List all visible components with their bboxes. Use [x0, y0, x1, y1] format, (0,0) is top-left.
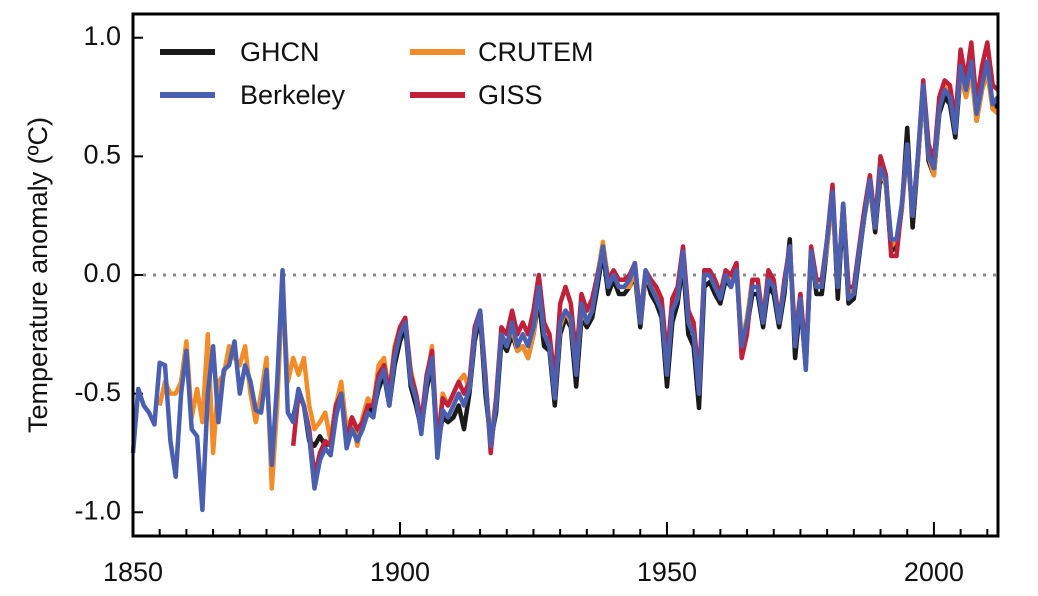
y-tick-label: -1.0 — [74, 495, 121, 525]
y-tick-label: 0.0 — [83, 258, 121, 288]
series-line — [130, 59, 1000, 513]
x-tick-label: 1900 — [370, 557, 430, 587]
y-tick-label: -0.5 — [74, 377, 121, 407]
plot-frame — [131, 12, 1000, 538]
legend-label: GHCN — [240, 37, 320, 67]
legend-label: GISS — [478, 80, 543, 110]
legend-label: Berkeley — [240, 80, 346, 110]
x-tick-label: 1850 — [103, 557, 163, 587]
y-tick-label: 0.5 — [83, 139, 121, 169]
series-line — [290, 40, 1000, 479]
series-line — [157, 71, 1000, 491]
y-tick-label: 1.0 — [83, 21, 121, 51]
x-tick-label: 1950 — [637, 557, 697, 587]
y-axis-label: Temperature anomaly (ºC) — [23, 117, 53, 433]
legend-label: CRUTEM — [478, 37, 594, 67]
x-tick-label: 2000 — [904, 557, 964, 587]
